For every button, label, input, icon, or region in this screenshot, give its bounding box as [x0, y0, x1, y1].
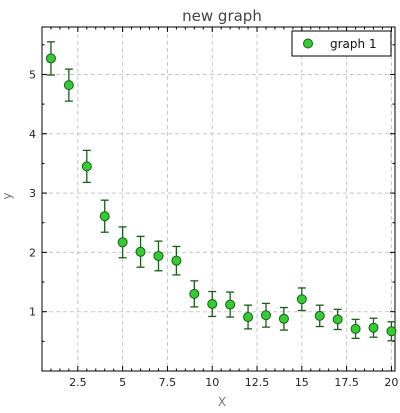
x-tick-label: 10 — [205, 376, 219, 389]
y-tick-label: 3 — [29, 187, 36, 200]
data-point — [153, 250, 164, 261]
data-point — [45, 53, 56, 64]
x-tick-label: 2.5 — [69, 376, 87, 389]
legend-label: graph 1 — [330, 37, 377, 51]
grid — [42, 27, 395, 371]
data-point — [260, 310, 271, 321]
data-point — [296, 294, 307, 305]
data-point — [314, 310, 325, 321]
data-point — [278, 313, 289, 324]
data-series — [45, 41, 397, 342]
x-axis-title: X — [218, 395, 226, 409]
x-tick-label: 12.5 — [245, 376, 270, 389]
y-tick-label: 5 — [29, 68, 36, 81]
x-tick-label: 20 — [384, 376, 398, 389]
data-point — [171, 255, 182, 266]
data-point — [368, 322, 379, 333]
data-point — [207, 298, 218, 309]
data-point — [81, 161, 92, 172]
chart-title: new graph — [182, 7, 262, 25]
legend: graph 1 — [291, 30, 392, 57]
x-tick-label: 7.5 — [159, 376, 177, 389]
data-point — [63, 80, 74, 91]
legend-marker — [303, 38, 313, 49]
data-point — [189, 288, 200, 299]
data-point — [135, 246, 146, 257]
data-point — [117, 237, 128, 248]
y-tick-label: 4 — [29, 128, 36, 141]
x-tick-label: 17.5 — [334, 376, 359, 389]
data-point — [350, 323, 361, 334]
data-point — [225, 299, 236, 310]
y-axis-title: y — [0, 192, 14, 199]
axis-ticks: 2.5 5 7.5 10 12.5 15 17.5 20 1 2 3 4 5 — [29, 27, 398, 389]
x-tick-label: 5 — [119, 376, 126, 389]
data-point — [243, 312, 254, 323]
plot-frame — [41, 26, 396, 372]
data-point — [332, 314, 343, 325]
data-point — [386, 326, 397, 337]
y-tick-label: 2 — [29, 246, 36, 259]
x-tick-label: 15 — [295, 376, 309, 389]
y-tick-label: 1 — [29, 306, 36, 319]
data-point — [99, 211, 110, 222]
